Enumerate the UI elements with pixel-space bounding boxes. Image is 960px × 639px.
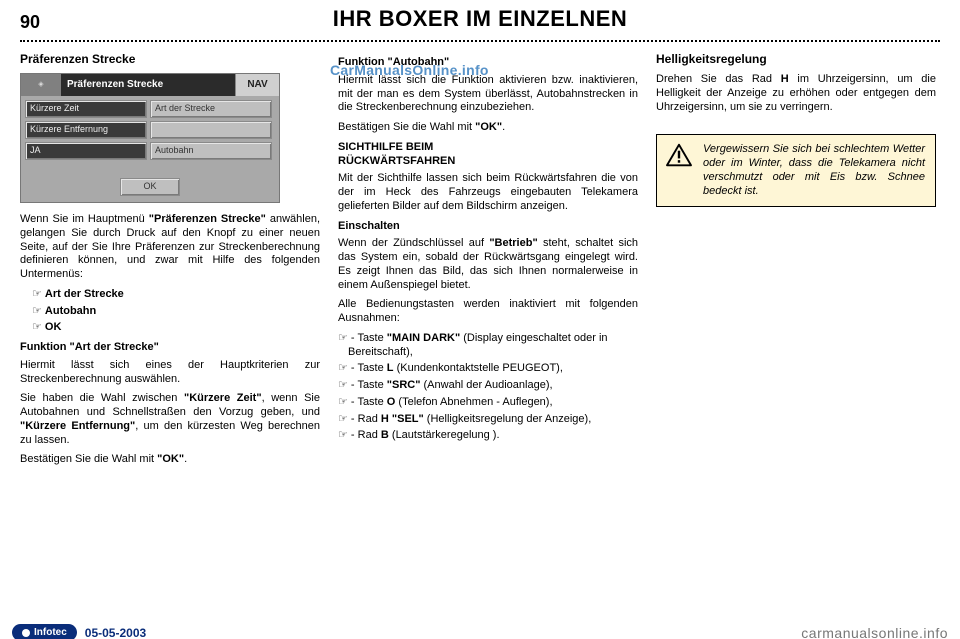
text: Wenn Sie im Hauptmenü [20, 213, 149, 225]
footer-left: Infotec 05-05-2003 [12, 624, 146, 639]
col3-para1: Drehen Sie das Rad H im Uhrzeigersinn, u… [656, 73, 936, 114]
col2-para4: Wenn der Zündschlüssel auf "Betrieb" ste… [338, 237, 638, 292]
menu-label: Autobahn [45, 305, 96, 317]
text: Drehen Sie das Rad [656, 73, 781, 85]
col1-para1: Wenn Sie im Hauptmenü "Präferenzen Strec… [20, 213, 320, 282]
text: Bestätigen Sie die Wahl mit [338, 121, 475, 133]
text: Bestätigen Sie die Wahl mit [20, 453, 157, 465]
menu-item: Art der Strecke [32, 288, 320, 302]
page-title: IHR BOXER IM EINZELNEN [0, 6, 960, 32]
nav-ok-button: OK [120, 178, 180, 196]
warning-triangle-icon [665, 143, 693, 167]
col1-para4: Bestätigen Sie die Wahl mit "OK". [20, 453, 320, 467]
footer-site: carmanualsonline.info [801, 625, 948, 639]
col2-sub3: Einschalten [338, 220, 638, 234]
text-bold: "OK" [475, 121, 502, 133]
text-bold: "Kürzere Zeit" [184, 392, 262, 404]
text-bold: RÜCKWÄRTSFAHREN [338, 155, 455, 167]
menu-label: OK [45, 321, 62, 333]
col2-para2: Bestätigen Sie die Wahl mit "OK". [338, 121, 638, 135]
nav-grid: Kürzere Zeit Art der Strecke Kürzere Ent… [21, 96, 279, 160]
footer-date: 05-05-2003 [85, 626, 146, 639]
col1-menu-list: Art der Strecke Autobahn OK [32, 288, 320, 335]
col1-para2: Hiermit lässt sich eines der Hauptkriter… [20, 359, 320, 387]
text-bold: SICHTHILFE BEIM [338, 141, 433, 153]
badge-label: Infotec [34, 627, 67, 638]
nav-title: Präferenzen Strecke [61, 74, 235, 96]
text-bold: "MAIN DARK" [387, 332, 460, 344]
nav-cell: Art der Strecke [150, 100, 272, 118]
text: (Anwahl der Audioanlage), [420, 379, 552, 391]
col2-para3: Mit der Sichthilfe lassen sich beim Rück… [338, 172, 638, 213]
infotec-badge: Infotec [12, 624, 77, 639]
col2-para1: Hiermit lässt sich die Funktion aktivie­… [338, 74, 638, 115]
menu-label: Art der Strecke [45, 288, 124, 300]
nav-tab: NAV [235, 74, 279, 96]
text-bold: "OK" [157, 453, 184, 465]
text-bold: L [387, 362, 394, 374]
menu-item: OK [32, 321, 320, 335]
text: - Rad [351, 413, 381, 425]
nav-crest-icon: ◈ [21, 74, 61, 96]
text: - Rad [351, 429, 381, 441]
list-item: - Taste "SRC" (Anwahl der Audioanlage), [338, 379, 638, 393]
warning-box: Vergewissern Sie sich bei schlechtem Wet… [656, 134, 936, 207]
text-bold: H "SEL" [381, 413, 424, 425]
text: - Taste [351, 362, 387, 374]
content-columns: Präferenzen Strecke ◈ Präferenzen Streck… [0, 42, 960, 473]
list-item: - Rad B (Lautstärkeregelung ). [338, 429, 638, 443]
menu-item: Autobahn [32, 305, 320, 319]
column-2: Funktion "Autobahn" Hiermit lässt sich d… [338, 52, 638, 473]
text: (Lautstärkeregelung ). [389, 429, 500, 441]
col2-list: - Taste "MAIN DARK" (Display ein­geschal… [338, 332, 638, 443]
list-item: - Rad H "SEL" (Helligkeitsregelung der A… [338, 413, 638, 427]
text-bold: H [781, 73, 789, 85]
text: Wenn der Zündschlüssel auf [338, 237, 489, 249]
column-1: Präferenzen Strecke ◈ Präferenzen Streck… [20, 52, 320, 473]
text: - Taste [351, 332, 387, 344]
text: (Telefon Abnehmen - Auflegen), [395, 396, 552, 408]
text: (Kundenkontaktstelle PEUGEOT), [394, 362, 563, 374]
col1-para3: Sie haben die Wahl zwischen "Kürzere Zei… [20, 392, 320, 447]
col1-subheading: Funktion "Art der Strecke" [20, 341, 320, 355]
nav-screenshot: ◈ Präferenzen Strecke NAV Kürzere Zeit A… [20, 73, 280, 203]
text-bold: "Betrieb" [489, 237, 537, 249]
column-3: Helligkeitsregelung Drehen Sie das Rad H… [656, 52, 936, 473]
col2-sub2: SICHTHILFE BEIM RÜCKWÄRTSFAHREN [338, 141, 638, 169]
list-item: - Taste O (Telefon Abnehmen - Auflegen), [338, 396, 638, 410]
warning-text: Vergewissern Sie sich bei schlechtem Wet… [703, 143, 925, 198]
text: Sie haben die Wahl zwischen [20, 392, 184, 404]
nav-cell: Kürzere Entfernung [25, 121, 147, 139]
col1-heading: Präferenzen Strecke [20, 52, 320, 67]
nav-cell [150, 121, 272, 139]
col3-heading: Helligkeitsregelung [656, 52, 936, 67]
text: - Taste [351, 396, 387, 408]
text-bold: "Präferenzen Strecke" [149, 213, 266, 225]
nav-cell: Autobahn [150, 142, 272, 160]
text-bold: "SRC" [387, 379, 421, 391]
text: . [502, 121, 505, 133]
text-bold: "Kürzere Entfernung" [20, 420, 135, 432]
nav-cell: JA [25, 142, 147, 160]
list-item: - Taste "MAIN DARK" (Display ein­geschal… [338, 332, 638, 360]
footer: Infotec 05-05-2003 carmanualsonline.info [0, 624, 960, 639]
text: (Helligkeitsregelung der Anzeige), [424, 413, 592, 425]
page-number: 90 [20, 12, 40, 33]
nav-cell: Kürzere Zeit [25, 100, 147, 118]
col2-sub1: Funktion "Autobahn" [338, 56, 638, 70]
text: - Taste [351, 379, 387, 391]
col2-para5: Alle Bedienungstasten werden inakti­vier… [338, 298, 638, 326]
badge-dot-icon [22, 629, 30, 637]
list-item: - Taste L (Kundenkontaktstelle PEUGEOT), [338, 362, 638, 376]
text-bold: B [381, 429, 389, 441]
text: . [184, 453, 187, 465]
nav-topbar: ◈ Präferenzen Strecke NAV [21, 74, 279, 96]
